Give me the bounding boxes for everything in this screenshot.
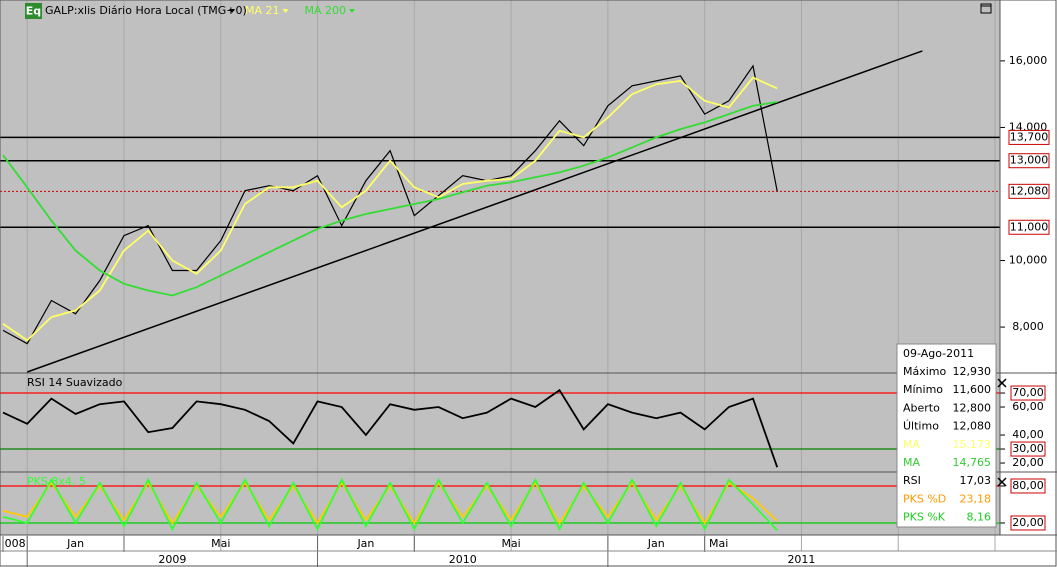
x-tick-label: Jan <box>647 537 665 550</box>
plot-background <box>0 0 1000 535</box>
info-label: Mínimo <box>903 383 943 396</box>
x-tick-label: Mai <box>211 537 230 550</box>
info-value: 11,600 <box>953 383 992 396</box>
info-label: Aberto <box>903 401 940 414</box>
dropdown[interactable] <box>229 9 235 13</box>
x-tick-label: Mai <box>709 537 728 550</box>
info-label: MA <box>903 438 920 451</box>
info-label: PKS %K <box>903 511 946 524</box>
info-label: MA <box>903 456 920 469</box>
info-value: 17,03 <box>960 474 992 487</box>
info-label: PKS %D <box>903 492 946 505</box>
x-tick-label: 2010 <box>449 553 477 566</box>
price-box <box>1008 183 1050 199</box>
info-value: 12,930 <box>953 365 992 378</box>
price-box <box>1008 129 1050 145</box>
series-line <box>2 76 778 342</box>
series-line <box>2 477 778 532</box>
x-tick-label: 2009 <box>158 553 186 566</box>
y-tick-label: 70,00 <box>1012 386 1044 399</box>
info-label: RSI <box>903 474 921 487</box>
symbol-icon-text: Eq <box>26 5 41 18</box>
panel-title: PKS 8x4, 5 <box>27 475 86 488</box>
info-value: 12,800 <box>953 401 992 414</box>
x-tick-label: Jan <box>356 537 374 550</box>
info-value: 14,765 <box>953 456 992 469</box>
panel <box>0 388 1000 468</box>
y-tick-label: 40,00 <box>1012 428 1044 441</box>
y-tick-label: 20,00 <box>1012 516 1044 529</box>
legend-dropdown <box>282 9 289 13</box>
x-tick-label: 2011 <box>787 553 815 566</box>
y-tick-box <box>1010 385 1046 401</box>
info-value: 12,080 <box>953 420 992 433</box>
maximize-button[interactable] <box>980 3 992 14</box>
close-button[interactable] <box>997 378 1007 388</box>
price-label: 12,080 <box>1010 184 1049 197</box>
info-date: 09-Ago-2011 <box>903 347 974 360</box>
panel <box>0 477 1000 532</box>
y-tick-box <box>1010 441 1046 457</box>
legend-entry[interactable]: MA 200 <box>305 4 347 17</box>
info-box <box>896 343 997 528</box>
symbol-title[interactable]: GALP:xlis Diário Hora Local (TMG+0) <box>45 4 247 17</box>
price-box <box>1008 153 1050 169</box>
series-line <box>2 64 778 345</box>
series-line <box>2 481 778 525</box>
series-line <box>2 388 779 468</box>
trend-line <box>26 50 923 373</box>
symbol-icon[interactable] <box>25 3 42 19</box>
info-value: 23,18 <box>960 492 992 505</box>
price-label: 13,000 <box>1010 154 1049 167</box>
y-tick-label: 10,000 <box>1009 254 1048 267</box>
x-tick-label: 008 <box>5 537 26 550</box>
y-tick-label: 20,00 <box>1012 456 1044 469</box>
info-label: Máximo <box>903 365 947 378</box>
y-tick-box <box>1010 478 1046 494</box>
y-tick-label: 80,00 <box>1012 479 1044 492</box>
x-tick-label: Mai <box>501 537 520 550</box>
price-label: 13,700 <box>1010 130 1049 143</box>
info-value: 8,16 <box>967 511 992 524</box>
price-box <box>1008 219 1050 235</box>
info-value: 15,173 <box>953 438 992 451</box>
y-tick-label: 16,000 <box>1009 54 1048 67</box>
series-line <box>2 101 778 297</box>
close-button[interactable] <box>997 477 1007 487</box>
y-tick-label: 8,000 <box>1012 320 1044 333</box>
legend-dropdown <box>349 9 356 13</box>
info-label: Último <box>903 420 939 433</box>
y-tick-label: 60,00 <box>1012 400 1044 413</box>
panel-title: RSI 14 Suavizado <box>27 376 123 389</box>
x-tick-label: Jan <box>66 537 84 550</box>
y-tick-box <box>1010 515 1046 531</box>
y-tick-label: 30,00 <box>1012 442 1044 455</box>
price-label: 11,000 <box>1010 220 1049 233</box>
panel <box>0 50 1000 373</box>
legend-entry[interactable]: MA 21 <box>245 4 280 17</box>
